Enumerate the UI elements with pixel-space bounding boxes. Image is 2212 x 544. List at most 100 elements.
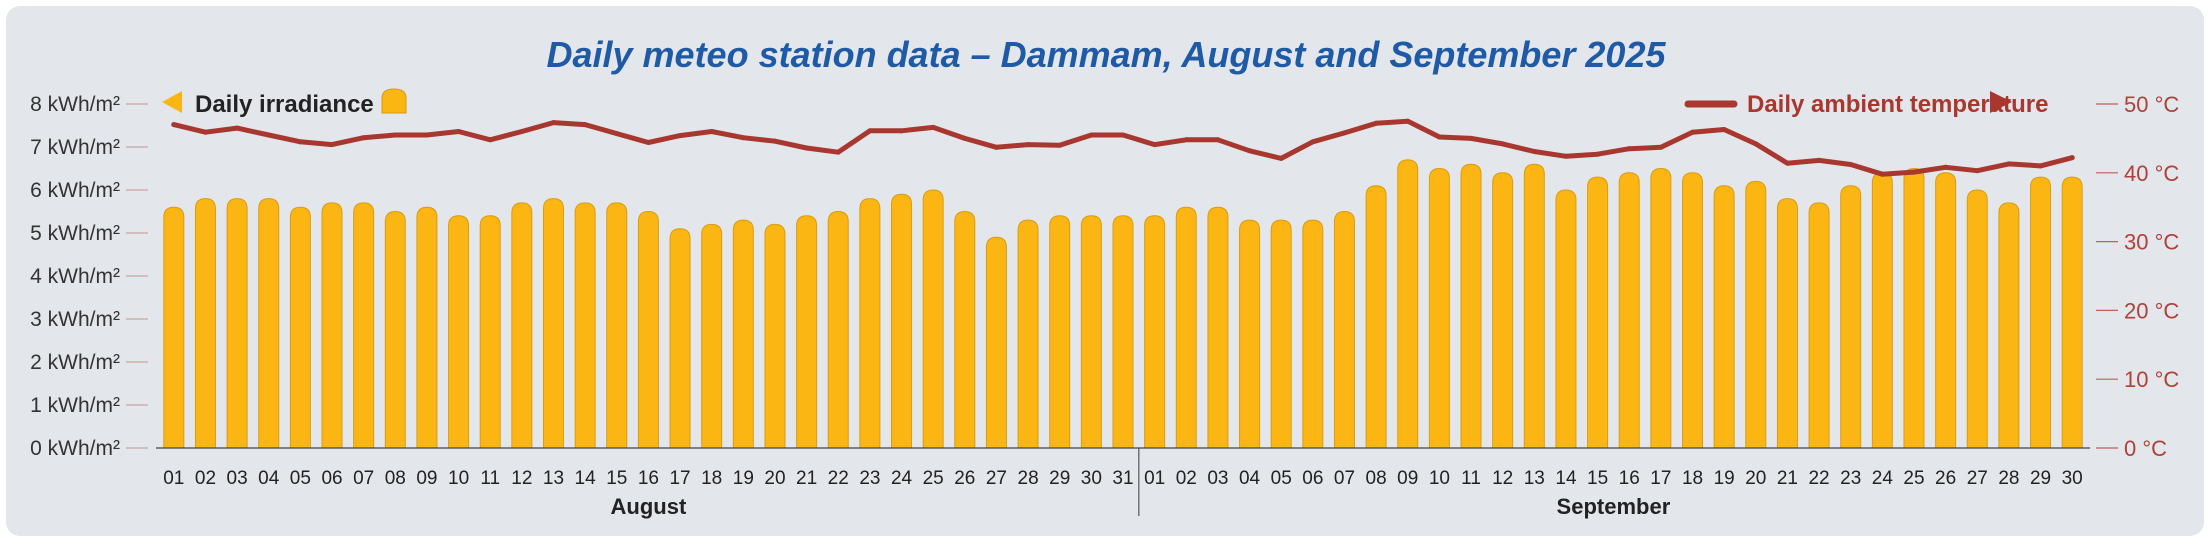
irradiance-bar [669, 228, 691, 449]
irradiance-bar [606, 202, 628, 449]
x-tick-label: 11 [480, 468, 500, 489]
temperature-point [1152, 142, 1158, 148]
temperature-point [1563, 153, 1569, 159]
temperature-point [772, 138, 778, 144]
x-tick-label: 29 [1049, 468, 1070, 489]
legend-left-arrow-icon [162, 91, 182, 113]
temperature-point [1120, 132, 1126, 138]
irradiance-bar [1713, 185, 1735, 449]
y-left-tick-label: 8 kWh/m² [30, 93, 120, 116]
x-tick-label: 25 [923, 468, 944, 489]
legend-temperature: Daily ambient temperature [1684, 91, 2048, 118]
irradiance-bar [1492, 172, 1514, 449]
temperature-point [1531, 148, 1537, 154]
irradiance-bar [1587, 176, 1609, 449]
x-tick-label: 28 [1998, 468, 2019, 489]
irradiance-bar [416, 206, 438, 449]
y-right-tick-label: 30 °C [2124, 230, 2179, 255]
temperature-point [1183, 137, 1189, 143]
temperature-point [171, 122, 177, 128]
irradiance-bar [796, 215, 818, 449]
legend-irradiance: Daily irradiance [162, 88, 407, 118]
irradiance-bar [226, 198, 248, 449]
irradiance-bar [1049, 215, 1071, 449]
irradiance-bar [1080, 215, 1102, 449]
irradiance-bar [1650, 167, 1672, 449]
temperature-point [266, 132, 272, 138]
irradiance-bar [1397, 159, 1419, 449]
temperature-point [2006, 161, 2012, 167]
y-left-tick-label: 0 kWh/m² [30, 437, 120, 460]
x-tick-label: 26 [954, 468, 975, 489]
temperature-point [1088, 132, 1094, 138]
irradiance-bar [1745, 180, 1767, 449]
temperature-point [1816, 157, 1822, 163]
irradiance-bar [1270, 219, 1292, 449]
temperature-point [804, 145, 810, 151]
irradiance-bar [289, 206, 311, 449]
x-tick-label: 05 [1271, 468, 1292, 489]
irradiance-bar [859, 198, 881, 449]
x-tick-label: 08 [1366, 468, 1387, 489]
temperature-point [899, 128, 905, 134]
temperature-point [550, 120, 556, 126]
irradiance-bar [637, 210, 659, 449]
temperature-point [1278, 155, 1284, 161]
y-axis-right: 0 °C 10 °C 20 °C 30 °C 40 °C 50 °C [2096, 92, 2179, 461]
y-left-tick-label: 3 kWh/m² [30, 308, 120, 331]
temperature-point [1626, 146, 1632, 152]
y-left-tick-label: 7 kWh/m² [30, 136, 120, 159]
temperature-point [677, 133, 683, 139]
y-left-tick-label: 4 kWh/m² [30, 265, 120, 288]
temperature-point [1057, 142, 1063, 148]
y-left-tick-label: 5 kWh/m² [30, 222, 120, 245]
temperature-point [487, 137, 493, 143]
irradiance-bar [1302, 219, 1324, 449]
temperature-point [1848, 162, 1854, 168]
x-tick-label: 22 [1808, 468, 1829, 489]
x-tick-label: 09 [1397, 468, 1418, 489]
temperature-point [930, 124, 936, 130]
x-tick-label: 11 [1461, 468, 1481, 489]
temperature-line-group [171, 118, 2075, 177]
temperature-point [835, 149, 841, 155]
irradiance-bar [922, 189, 944, 449]
x-tick-label: 30 [1081, 468, 1102, 489]
temperature-point [1341, 130, 1347, 136]
x-tick-label: 27 [1967, 468, 1988, 489]
temperature-point [1879, 171, 1885, 177]
irradiance-bar [1239, 219, 1261, 449]
irradiance-bar [1017, 219, 1039, 449]
x-tick-label: 14 [575, 468, 597, 489]
legend-right-arrow-icon [1990, 91, 2012, 113]
irradiance-bar [1871, 172, 1893, 449]
x-tick-label: 23 [859, 468, 880, 489]
irradiance-bar [511, 202, 533, 449]
y-left-tick-label: 6 kWh/m² [30, 179, 120, 202]
x-tick-label: 29 [2030, 468, 2051, 489]
irradiance-bar [1966, 189, 1988, 449]
irradiance-bar [1144, 215, 1166, 449]
irradiance-bar [1998, 202, 2020, 449]
x-tick-label: 22 [828, 468, 849, 489]
month-label: September [1557, 494, 1671, 519]
irradiance-bar [448, 215, 470, 449]
legend-irradiance-label: Daily irradiance [195, 91, 374, 118]
x-tick-label: 05 [290, 468, 311, 489]
temperature-point [1911, 169, 1917, 175]
temperature-point [202, 129, 208, 135]
x-tick-label: 07 [353, 468, 374, 489]
irradiance-bar [954, 210, 976, 449]
x-tick-label: 10 [448, 468, 469, 489]
x-tick-label: 04 [1239, 468, 1261, 489]
x-tick-label: 13 [1524, 468, 1545, 489]
temperature-point [519, 129, 525, 135]
y-right-tick-label: 20 °C [2124, 298, 2179, 323]
temperature-point [234, 125, 240, 131]
x-axis: 01 02 03 04 05 06 07 08 09 10 11 12 13 14 15 16 17 18 19 20… [156, 447, 2090, 519]
temperature-point [740, 135, 746, 141]
irradiance-bar [1840, 185, 1862, 449]
x-tick-label: 15 [1587, 468, 1608, 489]
temperature-point [2069, 155, 2075, 161]
x-tick-label: 30 [2062, 468, 2083, 489]
